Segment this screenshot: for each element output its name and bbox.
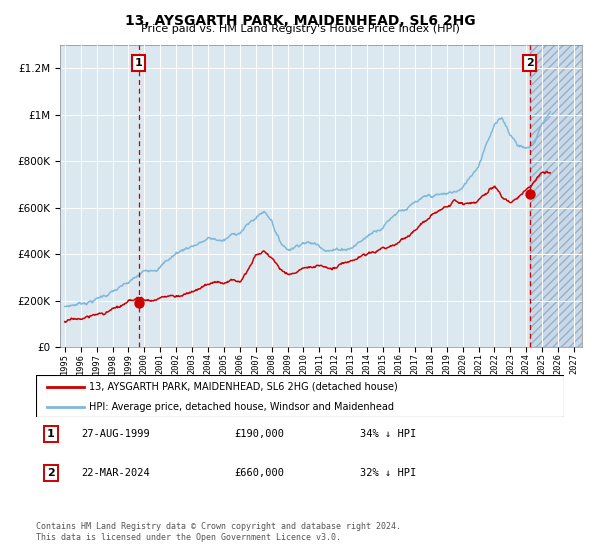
Text: 1: 1: [135, 58, 143, 68]
Text: 2: 2: [47, 468, 55, 478]
Text: £190,000: £190,000: [234, 429, 284, 439]
Bar: [530, 45, 582, 347]
Text: HPI: Average price, detached house, Windsor and Maidenhead: HPI: Average price, detached house, Wind…: [89, 402, 394, 412]
Text: 27-AUG-1999: 27-AUG-1999: [81, 429, 150, 439]
FancyBboxPatch shape: [36, 375, 564, 417]
Text: Price paid vs. HM Land Registry's House Price Index (HPI): Price paid vs. HM Land Registry's House …: [140, 24, 460, 34]
Text: £660,000: £660,000: [234, 468, 284, 478]
Text: 13, AYSGARTH PARK, MAIDENHEAD, SL6 2HG: 13, AYSGARTH PARK, MAIDENHEAD, SL6 2HG: [125, 14, 475, 28]
Bar: [530, 45, 582, 347]
Text: 34% ↓ HPI: 34% ↓ HPI: [360, 429, 416, 439]
Text: 13, AYSGARTH PARK, MAIDENHEAD, SL6 2HG (detached house): 13, AYSGARTH PARK, MAIDENHEAD, SL6 2HG (…: [89, 382, 398, 392]
Text: 32% ↓ HPI: 32% ↓ HPI: [360, 468, 416, 478]
Text: 22-MAR-2024: 22-MAR-2024: [81, 468, 150, 478]
Text: This data is licensed under the Open Government Licence v3.0.: This data is licensed under the Open Gov…: [36, 533, 341, 542]
Text: 2: 2: [526, 58, 533, 68]
Text: 1: 1: [47, 429, 55, 439]
Text: Contains HM Land Registry data © Crown copyright and database right 2024.: Contains HM Land Registry data © Crown c…: [36, 522, 401, 531]
